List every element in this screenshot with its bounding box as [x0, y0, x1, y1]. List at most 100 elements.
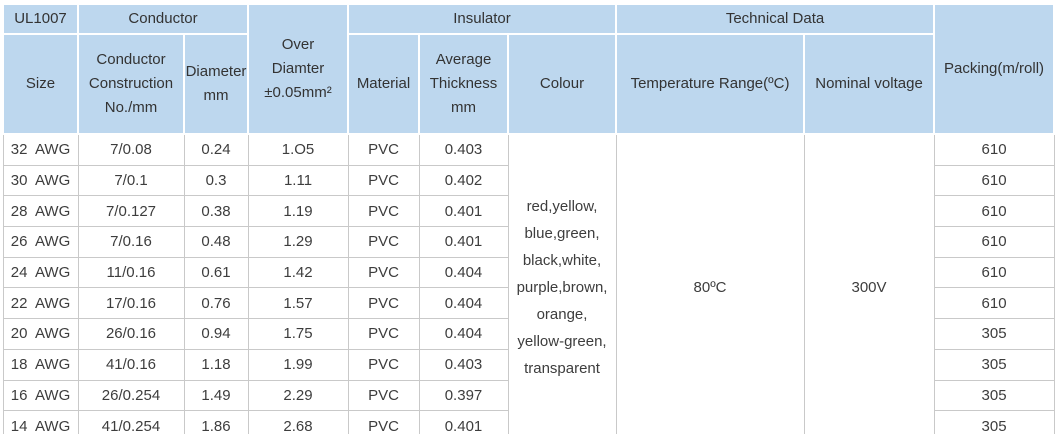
cell-thickness: 0.404: [418, 287, 509, 320]
cell-construction: 41/0.16: [77, 348, 185, 381]
cell-construction: 7/0.1: [77, 164, 185, 197]
cell-size: 30 AWG: [2, 164, 79, 197]
cell-thickness: 0.404: [418, 318, 509, 350]
col-header-packing: Packing(m/roll): [933, 3, 1056, 135]
cell-diameter: 0.94: [183, 318, 249, 350]
table-row: 14 AWG 41/0.254 1.86 2.68 PVC 0.401 305: [2, 410, 1055, 434]
cell-size: 26 AWG: [2, 226, 79, 258]
cell-size: 16 AWG: [2, 379, 79, 412]
cell-over-diameter: 1.11: [247, 164, 349, 197]
cell-construction: 26/0.16: [77, 318, 185, 350]
spec-table: UL1007 Conductor Over Diamter ±0.05mm² I…: [2, 3, 1056, 434]
cell-construction: 7/0.127: [77, 195, 185, 228]
cell-diameter: 0.24: [183, 133, 249, 166]
cell-over-diameter: 1.29: [247, 226, 349, 258]
table-row: 16 AWG 26/0.254 1.49 2.29 PVC 0.397 305: [2, 379, 1055, 412]
col-header-voltage: Nominal voltage: [803, 33, 936, 135]
col-header-thickness: Average Thickness mm: [418, 33, 509, 135]
cell-over-diameter: 1.75: [247, 318, 349, 350]
cell-material: PVC: [347, 348, 420, 381]
cell-thickness: 0.401: [418, 195, 509, 228]
col-header-temperature: Temperature Range(ºC): [615, 33, 806, 135]
cell-diameter: 0.3: [183, 164, 249, 197]
table-row: 28 AWG 7/0.127 0.38 1.19 PVC 0.401 610: [2, 195, 1055, 228]
col-header-size: Size: [2, 33, 79, 135]
table-row: 20 AWG 26/0.16 0.94 1.75 PVC 0.404 305: [2, 318, 1055, 350]
cell-over-diameter: 2.68: [247, 410, 349, 434]
table-row: 26 AWG 7/0.16 0.48 1.29 PVC 0.401 610: [2, 226, 1055, 258]
cell-packing: 305: [933, 379, 1055, 412]
cell-material: PVC: [347, 410, 420, 434]
cell-construction: 26/0.254: [77, 379, 185, 412]
cell-packing: 610: [933, 256, 1055, 289]
cell-size: 32 AWG: [2, 133, 79, 166]
table-row: 18 AWG 41/0.16 1.18 1.99 PVC 0.403 305: [2, 348, 1055, 381]
cell-material: PVC: [347, 164, 420, 197]
cell-size: 14 AWG: [2, 410, 79, 434]
cell-diameter: 1.86: [183, 410, 249, 434]
cell-diameter: 0.48: [183, 226, 249, 258]
temperature-cell: 80ºC: [615, 133, 805, 434]
cell-diameter: 0.61: [183, 256, 249, 289]
cell-packing: 305: [933, 348, 1055, 381]
table-row: 32 AWG 7/0.08 0.24 1.O5 PVC 0.403 red,yellow, …: [2, 133, 1055, 434]
colour-cell: red,yellow, blue,green, black,white, pur…: [507, 133, 617, 434]
voltage-cell: 300V: [803, 133, 935, 434]
cell-size: 28 AWG: [2, 195, 79, 228]
cell-size: 18 AWG: [2, 348, 79, 381]
cell-material: PVC: [347, 318, 420, 350]
cell-packing: 610: [933, 133, 1055, 166]
table-row: 22 AWG 17/0.16 0.76 1.57 PVC 0.404 610: [2, 287, 1055, 320]
group-header-row: UL1007 Conductor Over Diamter ±0.05mm² I…: [2, 3, 1056, 135]
cell-material: PVC: [347, 287, 420, 320]
cell-thickness: 0.402: [418, 164, 509, 197]
cell-over-diameter: 1.19: [247, 195, 349, 228]
cell-construction: 7/0.16: [77, 226, 185, 258]
cell-material: PVC: [347, 379, 420, 412]
cell-size: 24 AWG: [2, 256, 79, 289]
cell-construction: 17/0.16: [77, 287, 185, 320]
group-header-insulator: Insulator: [346, 3, 618, 35]
cell-diameter: 0.38: [183, 195, 249, 228]
cell-packing: 610: [933, 226, 1055, 258]
spec-table-body: 32 AWG 7/0.08 0.24 1.O5 PVC 0.403 red,yellow, …: [2, 133, 1055, 434]
cell-thickness: 0.401: [418, 226, 509, 258]
group-header-technical-data: Technical Data: [615, 3, 936, 35]
cell-construction: 11/0.16: [77, 256, 185, 289]
cell-thickness: 0.403: [418, 348, 509, 381]
cell-over-diameter: 1.57: [247, 287, 349, 320]
cell-thickness: 0.404: [418, 256, 509, 289]
cell-over-diameter: 1.99: [247, 348, 349, 381]
cell-construction: 41/0.254: [77, 410, 185, 434]
col-header-construction: Conductor Construction No./mm: [77, 33, 185, 135]
cell-packing: 305: [933, 410, 1055, 434]
cell-thickness: 0.397: [418, 379, 509, 412]
cell-diameter: 1.49: [183, 379, 249, 412]
cell-diameter: 0.76: [183, 287, 249, 320]
cell-over-diameter: 2.29: [247, 379, 349, 412]
table-row: 30 AWG 7/0.1 0.3 1.11 PVC 0.402 610: [2, 164, 1055, 197]
cell-size: 22 AWG: [2, 287, 79, 320]
col-header-diameter: Diameter mm: [183, 33, 249, 135]
cell-over-diameter: 1.42: [247, 256, 349, 289]
cell-material: PVC: [347, 195, 420, 228]
group-header-conductor: Conductor: [77, 3, 249, 35]
col-header-material: Material: [347, 33, 420, 135]
cell-construction: 7/0.08: [77, 133, 185, 166]
cell-material: PVC: [347, 256, 420, 289]
cell-thickness: 0.403: [418, 133, 509, 166]
col-header-over-diameter: Over Diamter ±0.05mm²: [247, 3, 349, 135]
cell-material: PVC: [347, 133, 420, 166]
cell-diameter: 1.18: [183, 348, 249, 381]
column-header-row: Size Conductor Construction No./mm Diame…: [2, 33, 1054, 135]
cell-over-diameter: 1.O5: [247, 133, 349, 166]
cell-thickness: 0.401: [418, 410, 509, 434]
table-row: 24 AWG 11/0.16 0.61 1.42 PVC 0.404 610: [2, 256, 1055, 289]
cell-packing: 610: [933, 195, 1055, 228]
cell-packing: 610: [933, 164, 1055, 197]
cell-packing: 610: [933, 287, 1055, 320]
col-header-colour: Colour: [506, 33, 618, 135]
cell-packing: 305: [933, 318, 1055, 350]
cell-size: 20 AWG: [2, 318, 79, 350]
